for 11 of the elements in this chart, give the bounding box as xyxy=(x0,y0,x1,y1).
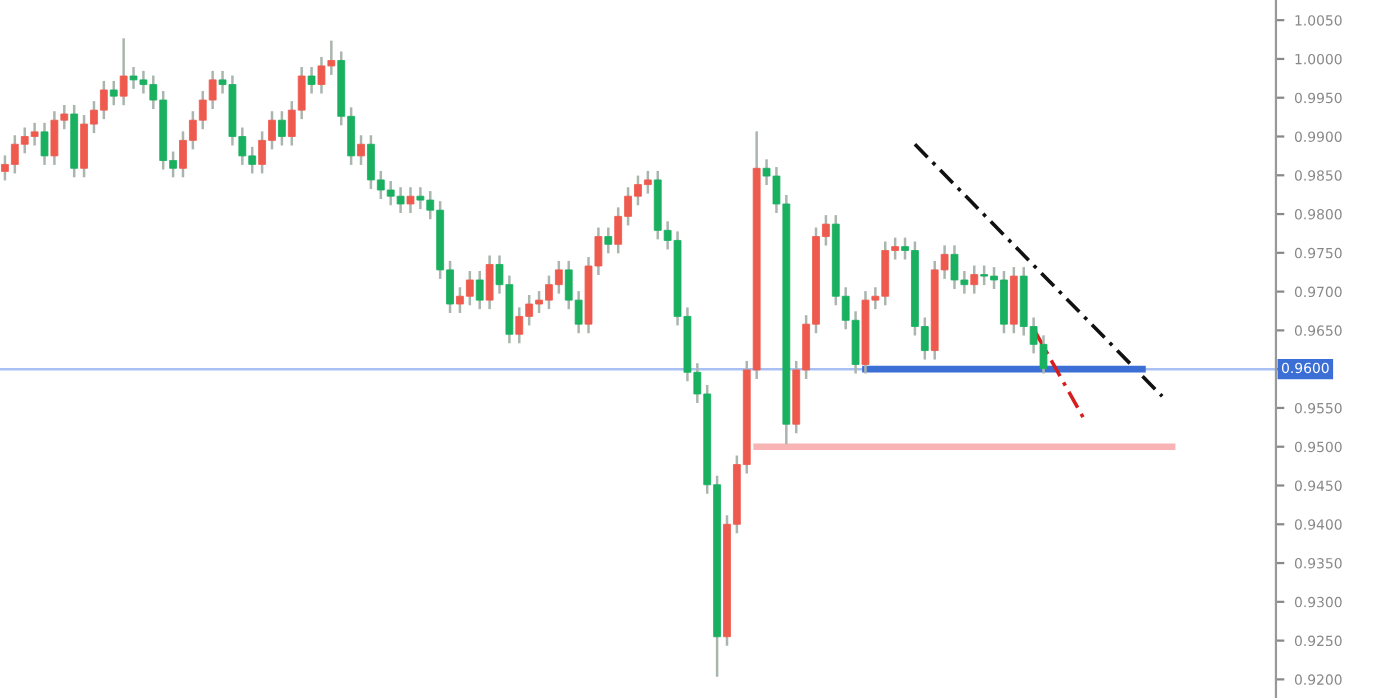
candlestick xyxy=(357,135,365,165)
candlestick xyxy=(307,67,316,94)
candlestick xyxy=(475,270,484,310)
candlestick xyxy=(406,187,415,213)
candlestick xyxy=(604,227,613,254)
candlestick xyxy=(970,265,979,294)
candlestick xyxy=(485,255,494,310)
candlestick xyxy=(40,122,49,165)
candlestick xyxy=(278,111,286,146)
candlestick xyxy=(119,38,128,106)
candlestick xyxy=(109,80,118,106)
